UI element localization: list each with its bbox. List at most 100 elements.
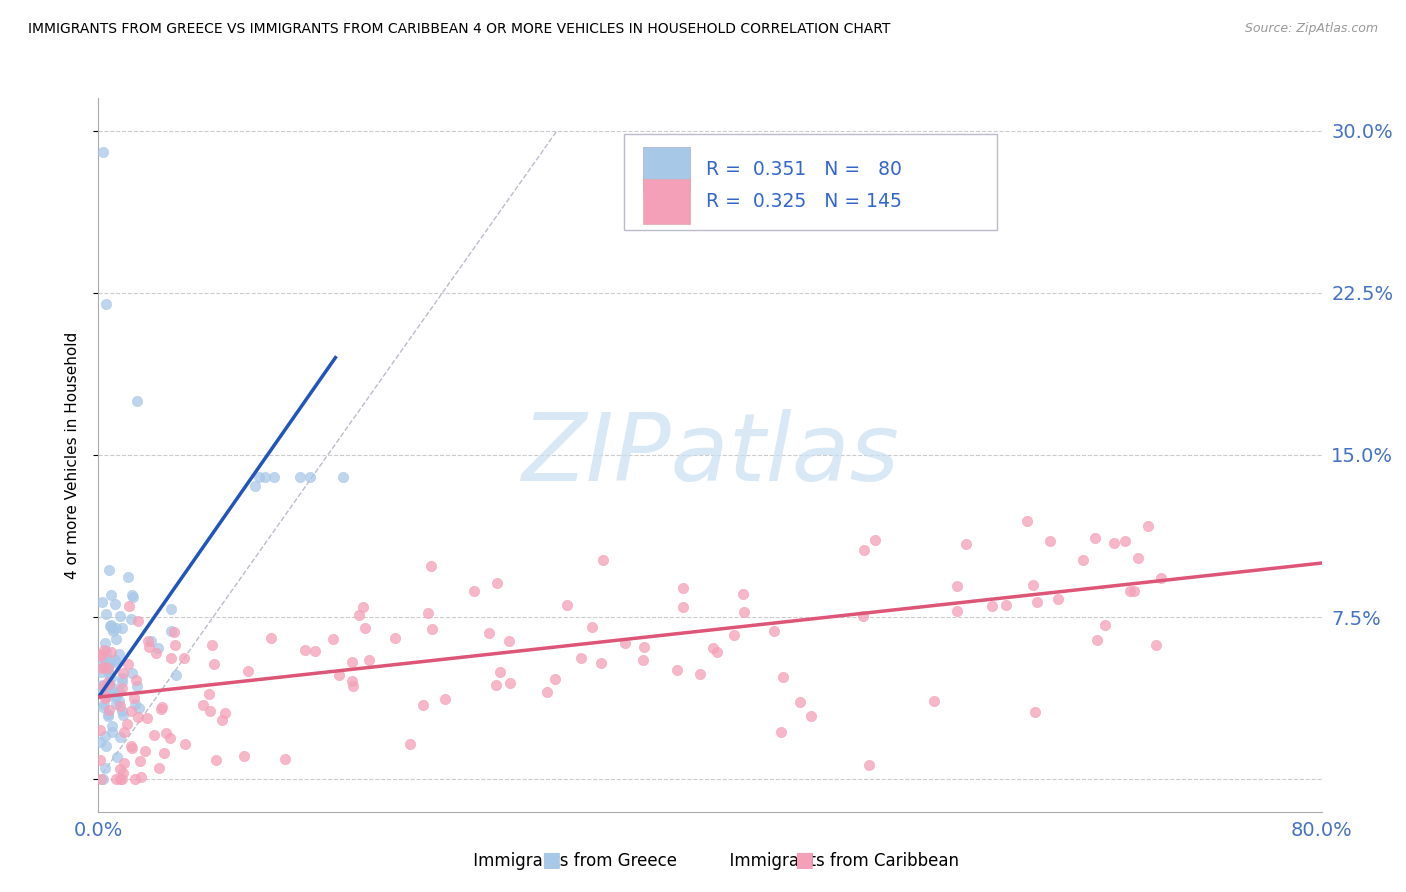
Point bbox=[163, 625, 186, 640]
Point bbox=[136, 633, 159, 648]
Point bbox=[1128, 550, 1150, 565]
Point bbox=[111, 665, 134, 680]
Point bbox=[233, 748, 256, 763]
Point bbox=[1046, 591, 1069, 606]
Point bbox=[706, 645, 728, 659]
Point bbox=[111, 707, 134, 722]
Point bbox=[1085, 632, 1108, 647]
Text: ZIPatlas: ZIPatlas bbox=[522, 409, 898, 500]
Point bbox=[328, 668, 350, 682]
Point bbox=[354, 621, 377, 635]
Point bbox=[101, 624, 124, 639]
Point bbox=[633, 653, 655, 667]
Point bbox=[128, 701, 150, 715]
Point bbox=[89, 735, 111, 749]
Point bbox=[97, 657, 120, 672]
Point bbox=[384, 631, 406, 645]
Point bbox=[148, 761, 170, 775]
Point bbox=[160, 624, 183, 638]
Point bbox=[198, 705, 221, 719]
Point bbox=[97, 676, 120, 690]
Point bbox=[418, 606, 440, 620]
Point bbox=[117, 657, 139, 671]
Point bbox=[91, 647, 114, 661]
Point bbox=[342, 680, 364, 694]
Point bbox=[100, 619, 122, 633]
Point bbox=[93, 643, 115, 657]
Point bbox=[165, 667, 187, 681]
Point bbox=[498, 676, 520, 690]
Point bbox=[94, 761, 117, 775]
Point bbox=[127, 614, 149, 628]
Point bbox=[486, 575, 509, 590]
Point bbox=[91, 678, 114, 692]
Point bbox=[97, 668, 120, 682]
Point bbox=[858, 757, 880, 772]
Point bbox=[592, 553, 614, 567]
Point bbox=[96, 706, 118, 721]
Point bbox=[145, 646, 167, 660]
Point bbox=[91, 772, 114, 787]
Point bbox=[105, 749, 128, 764]
Point bbox=[111, 674, 134, 689]
Point bbox=[107, 694, 129, 708]
Point bbox=[536, 684, 558, 698]
Point bbox=[89, 723, 111, 737]
Point bbox=[763, 624, 786, 639]
Point bbox=[146, 641, 169, 656]
Point bbox=[800, 709, 823, 723]
Point bbox=[1071, 553, 1094, 567]
Point bbox=[105, 772, 128, 787]
Point bbox=[1024, 705, 1046, 719]
Point bbox=[120, 612, 142, 626]
Point bbox=[633, 640, 655, 655]
Point bbox=[357, 653, 380, 667]
Point bbox=[108, 647, 131, 661]
Point bbox=[100, 671, 122, 685]
Point bbox=[100, 653, 122, 667]
Point bbox=[273, 752, 295, 766]
Point bbox=[104, 621, 127, 635]
Point bbox=[198, 687, 221, 701]
Point bbox=[304, 644, 326, 658]
Point bbox=[117, 716, 139, 731]
Point bbox=[97, 661, 120, 675]
Point bbox=[117, 570, 139, 584]
Point bbox=[340, 674, 363, 689]
Text: Immigrants from Greece          Immigrants from Caribbean: Immigrants from Greece Immigrants from C… bbox=[447, 852, 959, 870]
Point bbox=[702, 641, 724, 656]
Point bbox=[90, 665, 112, 680]
Point bbox=[100, 719, 122, 733]
Point bbox=[104, 653, 127, 667]
Point bbox=[155, 725, 177, 739]
Point bbox=[614, 635, 637, 649]
Point bbox=[863, 533, 886, 547]
Point bbox=[97, 677, 120, 691]
Point bbox=[134, 744, 156, 758]
Text: IMMIGRANTS FROM GREECE VS IMMIGRANTS FROM CARIBBEAN 4 OR MORE VEHICLES IN HOUSEH: IMMIGRANTS FROM GREECE VS IMMIGRANTS FRO… bbox=[28, 22, 890, 37]
Point bbox=[955, 537, 977, 551]
Point bbox=[93, 690, 115, 704]
Point bbox=[689, 667, 711, 681]
Point bbox=[112, 725, 135, 739]
Point bbox=[125, 679, 148, 693]
Point bbox=[1084, 531, 1107, 545]
Point bbox=[121, 741, 143, 756]
Point bbox=[94, 296, 117, 310]
Point bbox=[159, 731, 181, 745]
Text: ■: ■ bbox=[541, 850, 561, 870]
Point bbox=[105, 632, 128, 646]
Point bbox=[672, 581, 695, 595]
Point bbox=[111, 704, 134, 718]
Point bbox=[138, 640, 160, 655]
Point bbox=[211, 714, 233, 728]
Point bbox=[124, 772, 146, 787]
Point bbox=[91, 699, 114, 714]
Point bbox=[110, 762, 132, 776]
Point bbox=[922, 694, 945, 708]
Point bbox=[340, 655, 363, 669]
Point bbox=[89, 648, 111, 663]
Point bbox=[129, 754, 152, 768]
Point bbox=[485, 678, 508, 692]
Point bbox=[97, 563, 120, 577]
